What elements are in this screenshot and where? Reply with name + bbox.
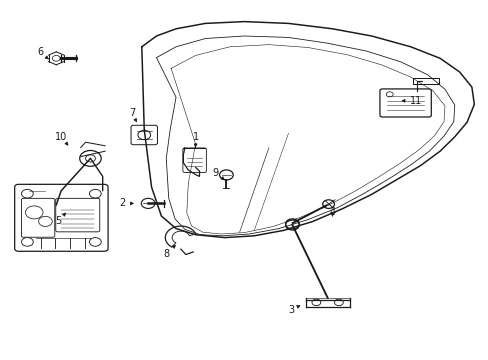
Circle shape: [85, 155, 95, 162]
Text: 11: 11: [402, 96, 421, 106]
Text: 10: 10: [55, 132, 68, 145]
FancyBboxPatch shape: [15, 184, 108, 251]
Text: 7: 7: [129, 108, 136, 122]
FancyBboxPatch shape: [56, 198, 100, 232]
Text: 9: 9: [212, 168, 224, 179]
FancyBboxPatch shape: [379, 89, 430, 117]
Text: 5: 5: [56, 213, 65, 226]
Text: 3: 3: [287, 305, 299, 315]
FancyBboxPatch shape: [131, 125, 157, 145]
Text: 6: 6: [37, 47, 48, 59]
Text: 2: 2: [119, 198, 133, 208]
Text: 8: 8: [163, 246, 175, 259]
FancyBboxPatch shape: [183, 148, 206, 172]
FancyBboxPatch shape: [21, 198, 55, 237]
Text: 4: 4: [329, 207, 335, 217]
Text: 1: 1: [192, 132, 198, 147]
